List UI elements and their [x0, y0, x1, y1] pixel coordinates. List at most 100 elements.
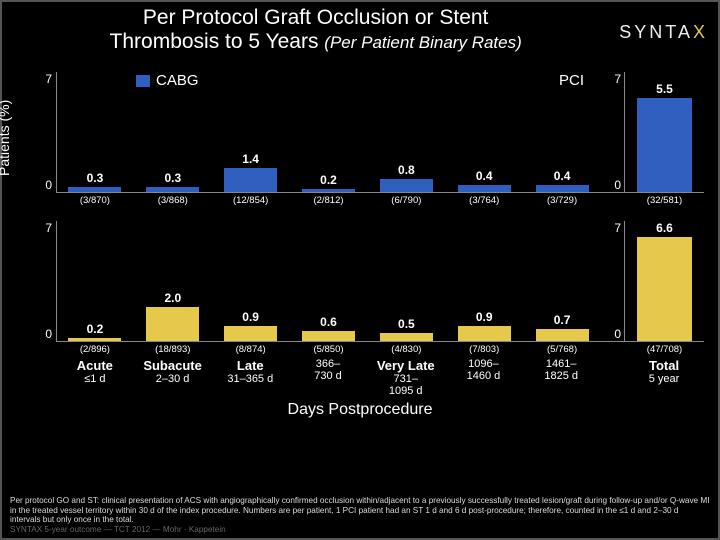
category-sub: 731–1095 d	[367, 373, 445, 397]
bar-column: 0.3(3/870)	[57, 72, 133, 192]
bar-value-label: 0.8	[398, 163, 415, 177]
category: 1461–1825 d	[522, 358, 600, 397]
cabg-total: 7 0 5.5(32/581)	[624, 72, 704, 192]
category: 366–730 d	[289, 358, 367, 397]
footnote-grey: SYNTAX 5-year outcome — TCT 2012 — Mohr …	[10, 525, 226, 534]
category: Late31–365 d	[211, 358, 289, 397]
ymin-cabg-r: 0	[607, 178, 621, 192]
category-sub: 1096–1460 d	[445, 358, 523, 382]
bar	[224, 168, 277, 192]
title-line2a: Thrombosis to 5 Years	[110, 30, 325, 53]
cabg-panel: 7 0 0.3(3/870)0.3(3/868)1.4(12/854)0.2(2…	[16, 72, 704, 193]
bar-n-label: (12/854)	[233, 195, 268, 206]
bar	[380, 179, 433, 193]
bar-column: 0.2(2/812)	[291, 72, 367, 192]
bar-value-label: 0.9	[476, 310, 493, 324]
bar-n-label: (4/830)	[391, 344, 421, 355]
bar	[302, 189, 355, 192]
bar-value-label: 0.4	[554, 169, 571, 183]
category-total-sub: 5 year	[624, 373, 704, 385]
bar-n-label: (7/803)	[469, 344, 499, 355]
ymin-pci-r: 0	[607, 327, 621, 341]
x-axis-title: Days Postprocedure	[16, 401, 704, 419]
bar-column: 0.3(3/868)	[135, 72, 211, 192]
bar	[146, 307, 199, 341]
bar-n-label: (3/729)	[547, 195, 577, 206]
bar-n-label: (3/868)	[158, 195, 188, 206]
bar-value-label: 2.0	[164, 291, 181, 305]
bar-n-label: (5/768)	[547, 344, 577, 355]
ymax-pci: 7	[34, 221, 52, 235]
total-bar	[637, 237, 692, 341]
bar	[536, 329, 589, 341]
category-head: Very Late	[367, 358, 445, 373]
category-sub: ≤1 d	[56, 373, 134, 385]
bar-n-label: (8/874)	[236, 344, 266, 355]
bar-column: 0.8(6/790)	[368, 72, 444, 192]
bar	[224, 326, 277, 341]
bar	[302, 331, 355, 341]
bar-value-label: 0.7	[554, 313, 571, 327]
ymin-cabg: 0	[34, 178, 52, 192]
bar-value-label: 0.6	[320, 315, 337, 329]
category-sub: 2–30 d	[134, 373, 212, 385]
bar	[380, 333, 433, 342]
logo-x: X	[693, 22, 708, 42]
total-bar	[637, 98, 692, 192]
bar-value-label: 0.3	[164, 171, 181, 185]
category-head: Late	[211, 358, 289, 373]
bar-column: 0.9(8/874)	[213, 221, 289, 341]
bar-n-label: (6/790)	[391, 195, 421, 206]
footnote-main: Per protocol GO and ST: clinical present…	[10, 496, 709, 524]
bar-value-label: 0.3	[87, 171, 104, 185]
bar-n-label: (2/812)	[313, 195, 343, 206]
y-axis-cabg: 7 0	[34, 72, 52, 192]
pci-bars: 0.2(2/896)2.0(18/893)0.9(8/874)0.6(5/850…	[56, 221, 600, 341]
ymax-cabg: 7	[34, 72, 52, 86]
bar-column: 0.4(3/729)	[524, 72, 600, 192]
category-sub: 1461–1825 d	[522, 358, 600, 382]
bar-n-label: (2/896)	[80, 344, 110, 355]
bar-column: 0.5(4/830)	[368, 221, 444, 341]
category: Acute≤1 d	[56, 358, 134, 397]
syntax-logo: SYNTAX	[619, 6, 708, 43]
bar-column: 1.4(12/854)	[213, 72, 289, 192]
pci-total: 7 0 6.6(47/708)	[624, 221, 704, 341]
category-head: Acute	[56, 358, 134, 373]
category-head: Subacute	[134, 358, 212, 373]
bar-column: 0.2(2/896)	[57, 221, 133, 341]
bar-value-label: 1.4	[242, 152, 259, 166]
bar-value-label: 0.5	[398, 317, 415, 331]
bar	[458, 326, 511, 341]
category-sub: 31–365 d	[211, 373, 289, 385]
bar-column: 0.9(7/803)	[446, 221, 522, 341]
total-n-label: (47/708)	[647, 344, 682, 355]
total-n-label: (32/581)	[647, 195, 682, 206]
category: Subacute2–30 d	[134, 358, 212, 397]
bar-value-label: 0.2	[87, 322, 104, 336]
bar-value-label: 0.2	[320, 173, 337, 187]
bar-column: 0.6(5/850)	[291, 221, 367, 341]
bar-column: 2.0(18/893)	[135, 221, 211, 341]
bar	[458, 185, 511, 192]
total-value-label: 5.5	[656, 82, 673, 96]
pci-panel: 7 0 0.2(2/896)2.0(18/893)0.9(8/874)0.6(5…	[16, 221, 704, 342]
bar-value-label: 0.9	[242, 310, 259, 324]
ymax-cabg-r: 7	[607, 72, 621, 86]
chart-area: CABG PCI Patients (%) 7 0 0.3(3/870)0.3(…	[16, 72, 704, 419]
bar	[146, 187, 199, 192]
footnote: Per protocol GO and ST: clinical present…	[10, 496, 710, 534]
bar-column: 0.4(3/764)	[446, 72, 522, 192]
logo-pre: SYNTA	[619, 22, 693, 42]
title-line2b: (Per Patient Binary Rates)	[324, 33, 521, 52]
title-line2: Thrombosis to 5 Years (Per Patient Binar…	[12, 30, 619, 54]
category: Very Late731–1095 d	[367, 358, 445, 397]
total-value-label: 6.6	[656, 221, 673, 235]
category-total: Total5 year	[624, 358, 704, 397]
title-line1: Per Protocol Graft Occlusion or Stent	[12, 6, 619, 30]
bar	[68, 338, 121, 341]
bar	[536, 185, 589, 192]
bar-n-label: (3/870)	[80, 195, 110, 206]
bar-n-label: (3/764)	[469, 195, 499, 206]
bar	[68, 187, 121, 192]
